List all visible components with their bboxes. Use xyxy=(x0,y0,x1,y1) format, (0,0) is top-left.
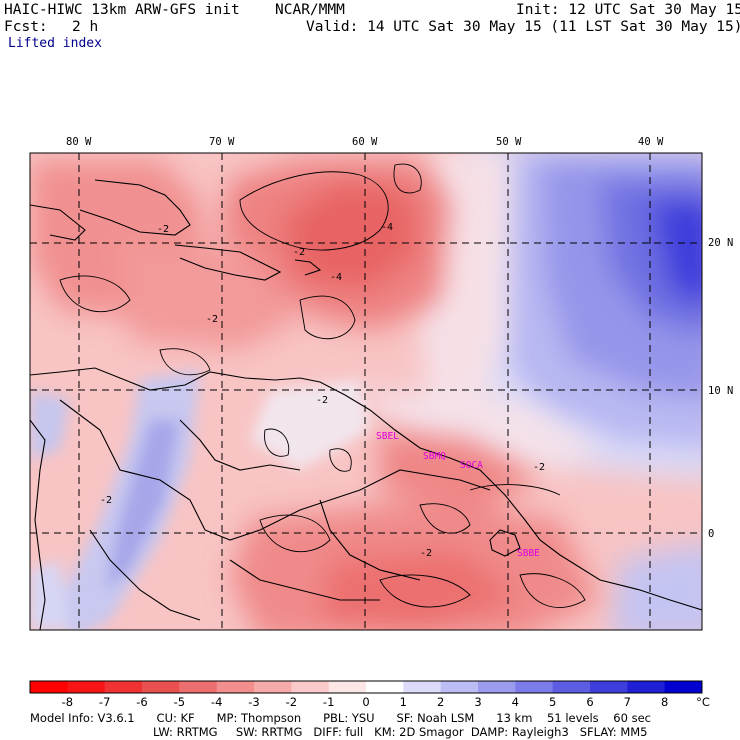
contour-label: -2 xyxy=(533,462,546,473)
colorbar-tick-label: 4 xyxy=(511,695,519,709)
colorbar-swatch xyxy=(104,681,143,693)
model-title: HAIC-HIWC 13km ARW-GFS init xyxy=(4,2,240,18)
model-info-line2: LW: RRTMG SW: RRTMG DIFF: full KM: 2D Sm… xyxy=(153,725,648,739)
colorbar-unit: °C xyxy=(696,695,710,709)
colorbar-tick-label: -5 xyxy=(173,695,186,709)
lon-label-60w: 60 W xyxy=(352,136,378,148)
map-frame xyxy=(29,152,703,631)
colorbar xyxy=(29,680,703,694)
contour-label: -2 xyxy=(206,314,219,325)
lon-label-70w: 70 W xyxy=(209,136,235,148)
colorbar-tick-label: -1 xyxy=(322,695,335,709)
contour-label: -2 xyxy=(293,247,306,258)
colorbar-tick-label: 5 xyxy=(548,695,557,709)
colorbar-swatch xyxy=(291,681,330,693)
colorbar-swatch xyxy=(627,681,666,693)
lat-lon-grid xyxy=(30,153,702,630)
colorbar-swatch xyxy=(67,681,106,693)
colorbar-tick-label: 1 xyxy=(399,695,407,709)
lat-label-20n: 20 N xyxy=(708,237,734,249)
station-sbbe: SBBE xyxy=(517,548,540,559)
colorbar-swatch xyxy=(328,681,367,693)
station-soca: SOCA xyxy=(460,460,483,471)
andes-stable-band xyxy=(30,370,370,630)
colorbar-swatch xyxy=(142,681,180,693)
station-sbmq: SBMQ xyxy=(423,451,446,462)
colorbar-swatch xyxy=(30,681,68,693)
colorbar-swatch xyxy=(403,681,442,693)
station-sbel: SBEL xyxy=(376,431,399,442)
lon-label-50w: 50 W xyxy=(496,136,522,148)
org-label: NCAR/MMM xyxy=(275,2,345,18)
lat-label-10n: 10 N xyxy=(708,385,734,397)
coastlines xyxy=(30,179,702,630)
colorbar-swatch xyxy=(552,681,591,693)
colorbar-tick-label: -7 xyxy=(98,695,111,709)
colorbar-tick-label: 2 xyxy=(436,695,445,709)
colorbar-tick-label: -3 xyxy=(248,695,260,709)
colorbar-tick-label: 3 xyxy=(474,695,482,709)
contour-label: -4 xyxy=(330,272,343,283)
colorbar-tick-label: 0 xyxy=(362,695,370,709)
colorbar-swatch xyxy=(216,681,255,693)
colorbar-swatch xyxy=(590,681,628,693)
lon-label-40w: 40 W xyxy=(638,136,664,148)
colorbar-tick-label: -6 xyxy=(136,695,148,709)
field-name: Lifted index xyxy=(8,36,102,51)
colorbar-swatch xyxy=(664,681,703,693)
colorbar-tick-label: 7 xyxy=(623,695,631,709)
contour-label: -4 xyxy=(381,222,394,233)
contour-label: -2 xyxy=(420,548,433,559)
valid-time: Valid: 14 UTC Sat 30 May 15 (11 LST Sat … xyxy=(306,19,740,35)
contour-label: -2 xyxy=(316,395,329,406)
colorbar-swatch xyxy=(366,681,404,693)
colorbar-swatch xyxy=(440,681,479,693)
lat-label-0: 0 xyxy=(708,528,715,540)
colorbar-swatch xyxy=(515,681,554,693)
model-info-line1: Model Info: V3.6.1 CU: KF MP: Thompson P… xyxy=(30,711,651,725)
colorbar-swatch xyxy=(478,681,516,693)
colorbar-swatch xyxy=(254,681,292,693)
init-time: Init: 12 UTC Sat 30 May 15 xyxy=(516,2,740,18)
colorbar-tick-label: -8 xyxy=(61,695,74,709)
colorbar-tick-label: 8 xyxy=(660,695,669,709)
fcst-value: 2 h xyxy=(72,19,99,35)
unstable-region-north xyxy=(30,160,450,350)
fcst-label: Fcst: xyxy=(4,19,48,35)
colorbar-frame xyxy=(29,680,703,694)
contour-label: -2 xyxy=(157,224,170,235)
colorbar-tick-label: -4 xyxy=(210,695,223,709)
contours xyxy=(59,163,586,608)
lon-label-80w: 80 W xyxy=(66,136,92,148)
colorbar-tick-label: 6 xyxy=(586,695,594,709)
colorbar-swatch xyxy=(179,681,218,693)
colorbar-tick-label: -2 xyxy=(285,695,298,709)
contour-label: -2 xyxy=(100,495,113,506)
